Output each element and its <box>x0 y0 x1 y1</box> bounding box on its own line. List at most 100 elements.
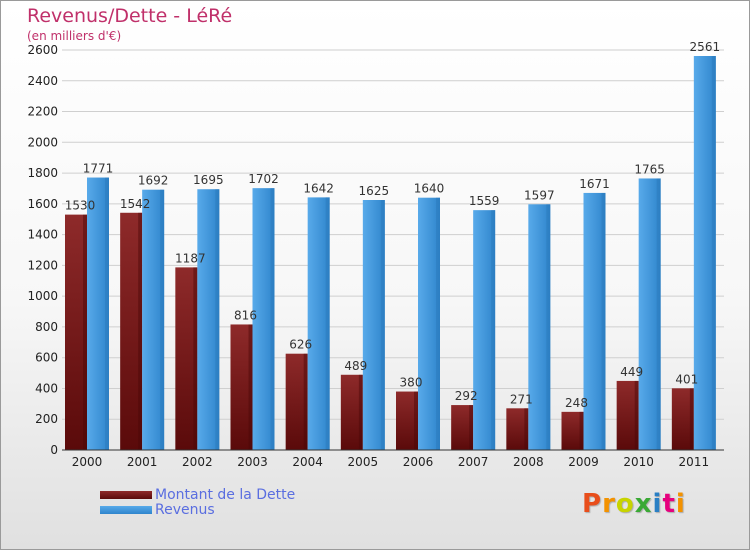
bar-revenus-shade <box>601 192 606 450</box>
y-tick-label: 400 <box>35 381 58 395</box>
data-label-revenus: 1640 <box>414 182 445 196</box>
x-tick-label: 2001 <box>127 455 158 469</box>
data-label-dette: 380 <box>400 376 423 390</box>
chart-subtitle: (en milliers d'€) <box>27 29 122 43</box>
bar-revenus-shade <box>215 189 220 450</box>
x-tick-label: 2002 <box>182 455 213 469</box>
bar-revenus <box>362 200 385 450</box>
y-tick-label: 800 <box>35 320 58 334</box>
bar-dette <box>396 391 418 450</box>
bar-revenus-shade <box>491 210 496 450</box>
data-label-dette: 292 <box>455 389 478 403</box>
y-tick-label: 2000 <box>27 135 58 149</box>
x-tick-label: 2004 <box>292 455 323 469</box>
bar-dette <box>340 374 363 450</box>
bar-dette <box>561 411 584 450</box>
bar-dette-shade <box>83 214 87 450</box>
x-tick-label: 2000 <box>72 455 103 469</box>
data-label-revenus: 1771 <box>83 162 114 176</box>
y-tick-label: 1600 <box>27 197 58 211</box>
logo-letter: t <box>662 489 676 519</box>
x-tick-label: 2005 <box>348 455 379 469</box>
data-label-dette: 626 <box>289 338 312 352</box>
proxiti-logo: Proxiti <box>582 489 686 519</box>
data-label-revenus: 1702 <box>248 172 279 186</box>
x-tick-label: 2011 <box>679 455 710 469</box>
chart-title: Revenus/Dette - LéRé <box>27 5 233 27</box>
logo-letter: r <box>602 489 616 519</box>
bar-revenus-shade <box>656 178 661 450</box>
y-axis-tick-labels: 0 200 400 600 800 1000 1200 1400 1600 1800 2000 220… <box>27 43 58 457</box>
legend-label-revenus: Revenus <box>155 502 215 518</box>
y-tick-label: 2400 <box>27 74 58 88</box>
x-tick-label: 2003 <box>237 455 268 469</box>
bar-dette <box>120 212 143 450</box>
y-tick-label: 1800 <box>27 166 58 180</box>
bar-dette-shade <box>524 408 529 450</box>
bar-dette <box>65 214 87 450</box>
data-label-dette: 1542 <box>120 197 151 211</box>
bar-revenus <box>528 204 551 450</box>
bar-dette <box>451 405 474 450</box>
bars <box>65 56 716 451</box>
bar-dette <box>671 388 694 450</box>
bar-dette-shade <box>138 212 143 450</box>
bar-revenus <box>307 197 330 450</box>
data-label-revenus: 1642 <box>303 181 334 195</box>
bar-revenus <box>252 188 275 450</box>
bar-revenus-shade <box>546 204 551 450</box>
data-labels: 1530 1771 1542 1692 1187 1695 816 1702 626 1642 48… <box>65 40 720 410</box>
y-tick-label: 1400 <box>27 228 58 242</box>
bar-revenus-shade <box>270 188 275 450</box>
y-tick-label: 1200 <box>27 258 58 272</box>
bar-dette-shade <box>689 388 694 450</box>
x-tick-label: 2008 <box>513 455 544 469</box>
data-label-dette: 401 <box>675 372 698 386</box>
bar-dette <box>506 408 529 450</box>
data-label-revenus: 1695 <box>193 173 224 187</box>
bar-revenus <box>197 189 220 450</box>
x-tick-label: 2007 <box>458 455 489 469</box>
bar-revenus-shade <box>436 197 440 450</box>
data-label-revenus: 1692 <box>138 174 169 188</box>
bar-revenus <box>638 178 661 450</box>
y-tick-label: 200 <box>35 412 58 426</box>
logo-letter: P <box>582 489 603 519</box>
x-tick-label: 2009 <box>568 455 599 469</box>
bar-dette-shade <box>193 267 198 450</box>
logo-letter: o <box>615 489 635 519</box>
y-tick-label: 2600 <box>27 43 58 57</box>
data-label-revenus: 1597 <box>524 188 555 202</box>
legend-item-dette: Montant de la Dette <box>100 487 295 503</box>
x-tick-label: 2010 <box>623 455 654 469</box>
data-label-dette: 449 <box>620 365 643 379</box>
data-label-dette: 816 <box>234 308 257 322</box>
bar-revenus-shade <box>160 189 165 450</box>
bar-dette-shade <box>414 391 418 450</box>
y-tick-label: 1000 <box>27 289 58 303</box>
bar-revenus-shade <box>380 200 385 450</box>
bar-revenus <box>473 210 496 450</box>
data-label-dette: 271 <box>510 392 533 406</box>
grid-lines <box>62 49 724 451</box>
logo-letter: i <box>675 489 686 519</box>
data-label-dette: 1187 <box>175 251 206 265</box>
bar-dette <box>616 380 639 450</box>
x-tick-label: 2006 <box>403 455 434 469</box>
bar-dette <box>175 267 198 450</box>
bar-revenus-shade <box>105 177 109 451</box>
data-label-revenus: 1671 <box>579 177 610 191</box>
legend-item-revenus: Revenus <box>100 502 215 518</box>
legend-swatch-dette <box>100 491 152 499</box>
y-tick-label: 0 <box>50 443 58 457</box>
bar-revenus <box>693 56 716 450</box>
bar-revenus-shade <box>711 56 716 450</box>
bar-dette <box>230 324 253 450</box>
bar-revenus <box>87 177 109 451</box>
bar-dette-shade <box>579 411 584 450</box>
logo-letter: i <box>652 489 663 519</box>
y-tick-label: 600 <box>35 351 58 365</box>
bar-dette-shade <box>248 324 253 450</box>
bar-revenus <box>142 189 165 450</box>
